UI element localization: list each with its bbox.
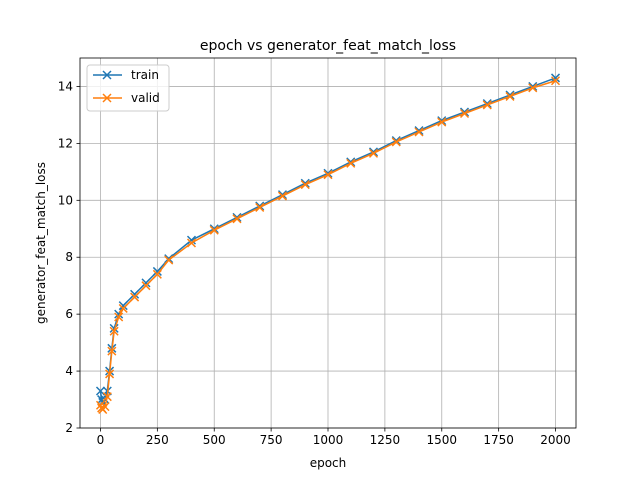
x-tick-label: 1000 [313,433,344,447]
y-tick-label: 14 [58,79,73,93]
data-point-valid [100,402,110,412]
data-point-valid [414,127,424,137]
x-tick-label: 250 [146,433,169,447]
x-tick-label: 750 [260,433,283,447]
data-point-valid [232,214,242,224]
data-point-valid [323,170,333,180]
data-point-valid [277,191,288,201]
data-point-train [152,266,162,276]
y-tick-label: 4 [65,364,73,378]
legend-marker-train [102,70,112,80]
data-point-train [130,289,140,299]
data-point-train [95,386,106,396]
data-point-valid [209,225,219,235]
data-point-valid [300,180,310,190]
x-tick-label: 0 [97,433,105,447]
data-point-valid [118,303,128,313]
data-point-valid [368,148,379,158]
data-point-valid [107,346,117,356]
data-point-valid [346,158,356,168]
y-tick-label: 2 [65,421,73,435]
data-point-valid [505,91,515,101]
y-tick-label: 8 [65,250,73,264]
data-point-valid [459,108,470,119]
x-tick-label: 500 [203,433,226,447]
series-layer [95,73,561,415]
data-point-valid [482,100,492,110]
y-axis-label: generator_feat_match_loss [34,162,48,324]
x-tick-label: 2000 [540,433,571,447]
data-point-train [118,301,128,311]
y-tick-label: 6 [65,307,73,321]
y-tick-label: 10 [58,193,73,207]
data-point-valid [141,281,151,291]
x-ticks: 0 250 500 750 1000 1250 1500 1750 2000 [97,428,571,447]
y-ticks: 2 4 6 8 10 12 14 [58,79,80,435]
data-point-valid [152,269,162,279]
data-point-train [164,254,174,264]
data-point-valid [109,326,119,336]
data-point-valid [164,255,174,265]
grid [80,58,576,429]
x-axis-label: epoch [310,456,347,470]
x-tick-label: 1750 [483,433,514,447]
x-tick-label: 1500 [426,433,457,447]
data-point-valid [550,76,561,86]
legend-label-train: train [131,68,159,82]
chart-title: epoch vs generator_feat_match_loss [200,38,456,54]
data-point-train [186,235,197,245]
data-point-valid [130,292,140,302]
data-point-train [109,323,119,333]
data-point-valid [437,117,447,127]
legend-marker-valid [102,93,112,103]
data-point-valid [102,392,112,402]
data-point-valid [114,312,124,322]
series-valid [95,76,561,415]
data-point-valid [528,83,538,93]
x-tick-label: 1250 [370,433,401,447]
data-point-valid [255,202,265,212]
legend-label-valid: valid [131,91,160,105]
y-tick-label: 12 [58,136,73,150]
data-point-train [550,73,561,83]
data-point-valid [105,369,115,379]
data-point-train [141,278,151,288]
data-point-valid [186,238,197,248]
data-point-valid [391,137,401,147]
legend: train valid [86,64,170,112]
